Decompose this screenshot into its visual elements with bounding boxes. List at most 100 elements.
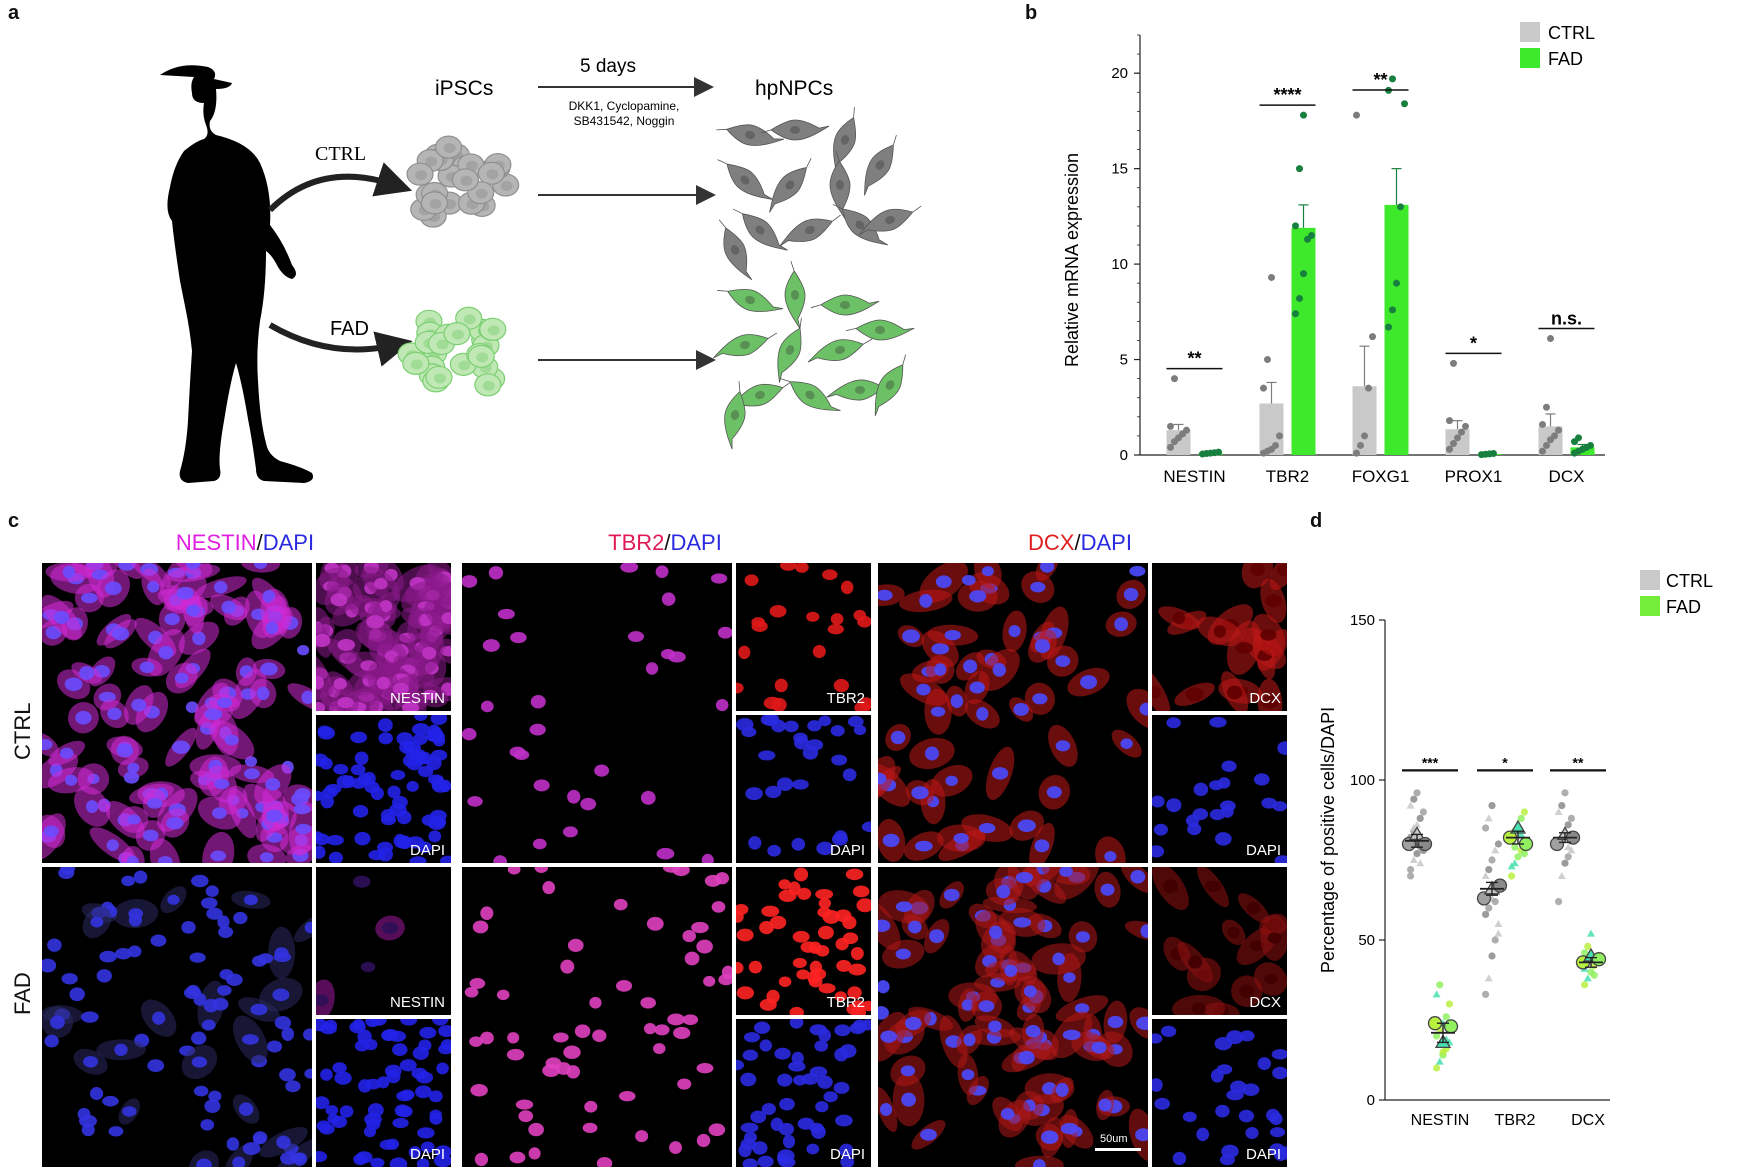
replicate-point: [1491, 898, 1499, 906]
replicate-point: [1442, 1013, 1450, 1021]
b-xtick-label: FOXG1: [1352, 467, 1410, 486]
ctrl-ipsc-cluster: [406, 135, 520, 228]
inset-label: DAPI: [1245, 842, 1281, 859]
ipsc-nucleus: [475, 188, 488, 199]
data-point: [1171, 375, 1178, 383]
data-point: [1292, 222, 1299, 230]
d-xtick-label: TBR2: [1495, 1112, 1536, 1129]
replicate-point: [1554, 808, 1563, 815]
b-ytick-label: 20: [1111, 65, 1128, 82]
ipsc-cell: [474, 373, 502, 397]
data-point: [1183, 426, 1190, 434]
npc-cell: [713, 332, 778, 359]
npc-cell: [807, 338, 873, 363]
micrograph-image: [736, 563, 871, 711]
panel-letter-a: a: [8, 2, 20, 24]
micrograph-inset-dapi: DAPI: [1152, 1019, 1287, 1167]
micrograph-image: [1152, 867, 1287, 1015]
fad-label: FAD: [330, 318, 369, 340]
ipsc-nucleus: [436, 339, 449, 350]
micrograph-inset-marker: NESTIN: [316, 563, 451, 711]
stain-title-dcx: DCX/DAPI: [1028, 530, 1132, 555]
b-xtick-label: DCX: [1549, 467, 1585, 486]
replicate-point: [1485, 904, 1493, 912]
significance-label: ****: [1273, 85, 1301, 105]
replicate-point: [1482, 910, 1490, 918]
micrograph-merge: [462, 563, 732, 863]
ipsc-cell: [443, 322, 471, 346]
data-point: [1292, 310, 1299, 318]
data-point: [1296, 294, 1303, 302]
replicate-point: [1494, 920, 1503, 927]
fad-npc-cells: [713, 260, 915, 450]
data-point: [1450, 440, 1457, 448]
data-point: [1260, 384, 1267, 392]
bar-ctrl-nestin: [1166, 430, 1191, 455]
data-point: [1462, 422, 1469, 430]
micrograph-merge: [878, 867, 1148, 1167]
data-point: [1450, 359, 1457, 367]
d-xtick-label: DCX: [1571, 1112, 1605, 1129]
npc-cell: [864, 134, 897, 196]
replicate-point: [1409, 856, 1418, 863]
replicate-point: [1406, 801, 1415, 809]
data-point: [1401, 100, 1408, 108]
npc-cell: [833, 107, 856, 174]
data-point: [1551, 432, 1558, 440]
replicate-point: [1511, 843, 1519, 851]
d-ytick-label: 0: [1367, 1092, 1375, 1109]
data-point: [1446, 445, 1453, 453]
significance-label: n.s.: [1551, 309, 1582, 329]
data-point: [1490, 449, 1497, 457]
data-point: [1389, 75, 1396, 83]
replicate-point: [1590, 971, 1598, 979]
replicate-point: [1488, 856, 1496, 864]
replicate-point: [1488, 802, 1496, 810]
data-point: [1276, 432, 1283, 440]
micrograph-inset-marker: DCX: [1152, 867, 1287, 1015]
replicate-point: [1517, 830, 1526, 838]
ipsc-nucleus: [458, 360, 471, 371]
micrograph-image: [878, 867, 1148, 1167]
d-ytick-label: 150: [1350, 612, 1375, 629]
d-ytick-label: 50: [1358, 932, 1375, 949]
npc-cell: [858, 205, 922, 236]
data-point: [1393, 279, 1400, 287]
bar-ctrl-foxg1: [1352, 386, 1377, 455]
ipsc-nucleus: [451, 329, 464, 340]
micrograph-merge: [878, 563, 1148, 863]
replicate-point: [1436, 981, 1444, 989]
significance-label: *: [1502, 754, 1508, 770]
ipsc-nucleus: [425, 156, 438, 167]
replicate-point: [1581, 981, 1589, 989]
ipsc-cell: [425, 365, 453, 389]
replicate-point: [1583, 974, 1592, 982]
data-point: [1215, 448, 1222, 456]
data-point: [1458, 428, 1465, 436]
ipsc-nucleus: [486, 169, 499, 180]
data-point: [1353, 111, 1360, 119]
significance-label: *: [1470, 333, 1477, 353]
scale-bar-label: 50um: [1100, 1133, 1128, 1145]
inset-label: DAPI: [1245, 1146, 1281, 1163]
micrograph-image: [42, 563, 312, 863]
ipsc-nucleus: [433, 373, 446, 384]
replicate-point: [1561, 859, 1569, 867]
replicate-point: [1433, 1032, 1441, 1040]
data-point: [1308, 231, 1315, 239]
legend-label: FAD: [1548, 49, 1583, 69]
legend-swatch: [1640, 570, 1660, 590]
replicate-mean: [1492, 878, 1508, 893]
data-point: [1543, 403, 1550, 411]
replicate-point: [1488, 952, 1496, 960]
data-point: [1555, 426, 1562, 434]
inset-label: DAPI: [409, 842, 445, 859]
b-ytick-label: 10: [1111, 256, 1128, 273]
npc-cell: [845, 319, 915, 341]
data-point: [1365, 384, 1372, 392]
replicate-point: [1564, 821, 1572, 829]
inset-label: DAPI: [829, 842, 865, 859]
data-point: [1300, 270, 1307, 278]
differentiation-schematic: CTRL FAD iPSCs hpNPCs 5 days DKK1, Cyclo…: [160, 56, 922, 483]
micrograph-image: [462, 563, 732, 863]
